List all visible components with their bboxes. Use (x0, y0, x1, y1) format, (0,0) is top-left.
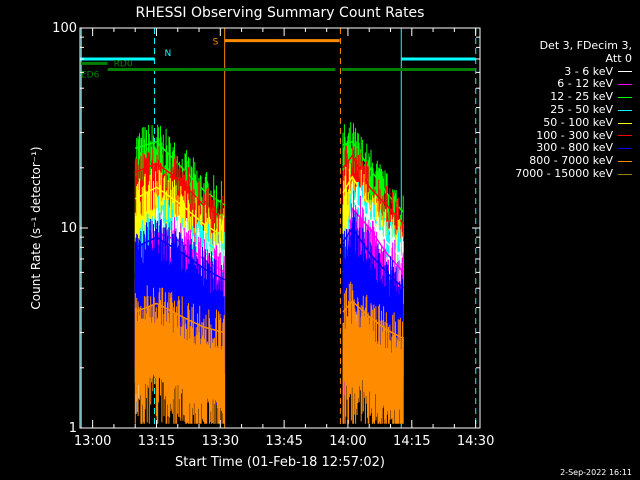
x-tick-label-1: 13:15 (138, 434, 175, 449)
legend-swatch (618, 135, 632, 137)
y-axis-label: Count Rate (s⁻¹ detector⁻¹) (29, 146, 43, 309)
series-group (134, 122, 404, 424)
legend-entry: 25 - 50 keV (470, 102, 632, 117)
series-trace-1 (342, 300, 404, 340)
series-segment-1 (342, 281, 404, 424)
legend-swatch (618, 173, 632, 175)
x-tick-label-6: 14:30 (457, 434, 494, 449)
flag-label-s: S (213, 38, 219, 48)
legend-label: 25 - 50 keV (550, 102, 613, 116)
series-trace-1 (342, 140, 404, 213)
legend: Det 3, FDecim 3, Att 0 3 - 6 keV 6 - 12 k… (470, 39, 632, 181)
series-segment-0 (134, 285, 225, 424)
legend-swatch (618, 97, 632, 99)
flag-label-n: N (164, 49, 171, 59)
series-800-7000kev (134, 281, 404, 424)
legend-label: 6 - 12 keV (557, 77, 613, 91)
legend-label: 7000 - 15000 keV (515, 166, 613, 180)
x-tick-label-5: 14:15 (393, 434, 430, 449)
legend-entry: 300 - 800 keV (470, 142, 632, 155)
legend-swatch (618, 71, 632, 73)
legend-label: 50 - 100 keV (543, 115, 613, 129)
series-trace-0 (135, 162, 226, 221)
legend-swatch (618, 148, 632, 150)
legend-swatch (618, 122, 632, 124)
axes: 13:00 13:15 13:30 13:45 14:00 14:15 14:30 1 10 10… (52, 21, 494, 449)
generation-timestamp: 2-Sep-2022 16:11 (560, 468, 632, 477)
series-trace-0 (135, 302, 225, 334)
legend-swatch (618, 109, 632, 111)
x-tick-label-2: 13:30 (202, 434, 239, 449)
legend-swatch (618, 84, 632, 86)
flag-label-rd0: RD0 (114, 59, 133, 69)
series-trace-1 (342, 154, 404, 225)
legend-entry: 3 - 6 keV (470, 64, 632, 79)
flag-label-ed6: ED6 (81, 71, 100, 81)
flag-bars: N RD0 S ED6 (80, 38, 476, 81)
legend-label: 3 - 6 keV (564, 64, 613, 78)
x-tick-label-3: 13:45 (265, 434, 302, 449)
legend-entry: 7000 - 15000 keV (470, 166, 632, 181)
x-tick-label-0: 13:00 (74, 434, 111, 449)
y-tick-label-2: 100 (52, 21, 77, 36)
legend-title-line-2: Att 0 (605, 51, 632, 65)
legend-entry: 6 - 12 keV (470, 78, 632, 91)
legend-label: 300 - 800 keV (536, 141, 613, 155)
legend-entry: 800 - 7000 keV (470, 154, 632, 168)
legend-entry: 50 - 100 keV (470, 115, 632, 130)
x-axis-label: Start Time (01-Feb-18 12:57:02) (175, 455, 385, 470)
y-tick-label-0: 1 (69, 421, 77, 436)
legend-label: 800 - 7000 keV (529, 154, 613, 168)
legend-swatch (618, 161, 632, 163)
legend-entry: 100 - 300 keV (470, 128, 632, 143)
series-trace-1 (342, 226, 404, 289)
legend-title-line-1: Det 3, FDecim 3, (539, 39, 632, 52)
series-trace-0 (134, 236, 226, 281)
legend-entries: 3 - 6 keV 6 - 12 keV 12 - 25 keV 25 - 50 ke… (470, 64, 632, 181)
legend-label: 100 - 300 keV (536, 128, 613, 142)
legend-entry: 12 - 25 keV (470, 90, 632, 104)
legend-label: 12 - 25 keV (550, 90, 613, 104)
chart-title: RHESSI Observing Summary Count Rates (136, 5, 425, 21)
series-trace-0 (134, 186, 226, 238)
x-tick-label-4: 14:00 (329, 434, 366, 449)
y-tick-label-1: 10 (60, 221, 77, 236)
